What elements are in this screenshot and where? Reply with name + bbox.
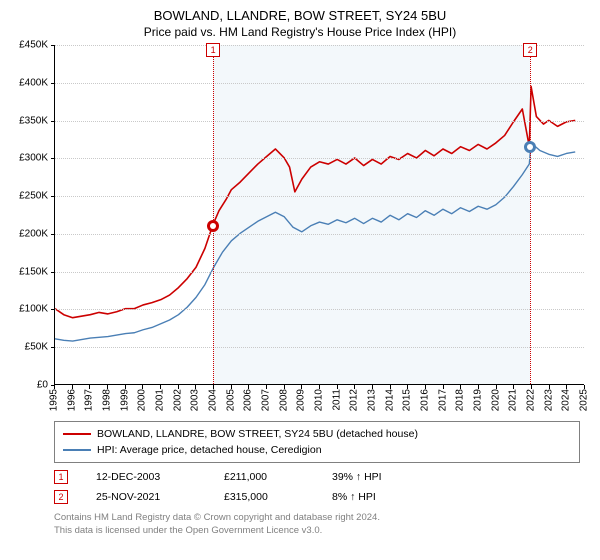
y-gridline <box>55 309 584 310</box>
markers-table: 1 12-DEC-2003 £211,000 39% ↑ HPI 2 25-NOV-202… <box>54 467 580 507</box>
legend-row: HPI: Average price, detached house, Cere… <box>63 442 571 458</box>
y-tick-mark <box>51 309 55 310</box>
marker-table-row: 2 25-NOV-2021 £315,000 8% ↑ HPI <box>54 487 580 507</box>
legend: BOWLAND, LLANDRE, BOW STREET, SY24 5BU (… <box>54 421 580 463</box>
x-tick-label: 2023 <box>543 389 554 411</box>
chart-container: BOWLAND, LLANDRE, BOW STREET, SY24 5BU P… <box>0 0 600 560</box>
x-tick-label: 2012 <box>349 389 360 411</box>
marker-table-date: 25-NOV-2021 <box>96 487 196 507</box>
y-gridline <box>55 121 584 122</box>
x-tick-label: 2013 <box>367 389 378 411</box>
y-gridline <box>55 234 584 235</box>
y-tick-label: £100K <box>19 304 48 315</box>
x-tick-label: 2015 <box>402 389 413 411</box>
marker-table-row: 1 12-DEC-2003 £211,000 39% ↑ HPI <box>54 467 580 487</box>
x-tick-label: 2019 <box>473 389 484 411</box>
footnote: Contains HM Land Registry data © Crown c… <box>54 511 580 537</box>
x-tick-label: 2016 <box>420 389 431 411</box>
y-axis: £0£50K£100K£150K£200K£250K£300K£350K£400… <box>10 45 52 385</box>
x-tick-label: 2001 <box>155 389 166 411</box>
x-tick-label: 2017 <box>437 389 448 411</box>
y-gridline <box>55 158 584 159</box>
line-series-svg <box>55 45 584 384</box>
x-tick-label: 2010 <box>314 389 325 411</box>
legend-label: BOWLAND, LLANDRE, BOW STREET, SY24 5BU (… <box>97 426 418 442</box>
marker-dot <box>524 141 536 153</box>
x-tick-label: 1997 <box>84 389 95 411</box>
marker-table-pct: 8% ↑ HPI <box>332 487 422 507</box>
series-hpi <box>55 143 575 341</box>
title-block: BOWLAND, LLANDRE, BOW STREET, SY24 5BU P… <box>10 8 590 39</box>
footnote-line1: Contains HM Land Registry data © Crown c… <box>54 511 580 524</box>
title-line2: Price paid vs. HM Land Registry's House … <box>10 25 590 39</box>
x-tick-label: 2024 <box>561 389 572 411</box>
x-tick-label: 2025 <box>579 389 590 411</box>
legend-label: HPI: Average price, detached house, Cere… <box>97 442 322 458</box>
y-tick-mark <box>51 347 55 348</box>
x-tick-label: 2003 <box>190 389 201 411</box>
plot-area: 12 <box>54 45 584 385</box>
x-tick-label: 2014 <box>384 389 395 411</box>
y-tick-label: £400K <box>19 77 48 88</box>
y-gridline <box>55 272 584 273</box>
x-tick-label: 2021 <box>508 389 519 411</box>
y-tick-label: £50K <box>25 342 48 353</box>
marker-table-badge: 2 <box>54 490 68 504</box>
legend-swatch <box>63 449 91 451</box>
marker-badge: 2 <box>523 43 537 57</box>
marker-table-date: 12-DEC-2003 <box>96 467 196 487</box>
x-tick-label: 1996 <box>66 389 77 411</box>
y-tick-label: £350K <box>19 115 48 126</box>
y-tick-mark <box>51 45 55 46</box>
marker-table-badge: 1 <box>54 470 68 484</box>
y-gridline <box>55 45 584 46</box>
title-line1: BOWLAND, LLANDRE, BOW STREET, SY24 5BU <box>10 8 590 23</box>
x-tick-label: 1999 <box>119 389 130 411</box>
y-tick-mark <box>51 121 55 122</box>
x-tick-label: 1995 <box>49 389 60 411</box>
y-gridline <box>55 83 584 84</box>
y-tick-label: £250K <box>19 191 48 202</box>
footnote-line2: This data is licensed under the Open Gov… <box>54 524 580 537</box>
x-axis: 1995199619971998199920002001200220032004… <box>54 385 584 415</box>
x-tick-label: 2022 <box>526 389 537 411</box>
y-tick-mark <box>51 158 55 159</box>
marker-dot <box>207 220 219 232</box>
marker-vline <box>530 45 531 384</box>
marker-table-price: £211,000 <box>224 467 304 487</box>
marker-vline <box>213 45 214 384</box>
marker-table-pct: 39% ↑ HPI <box>332 467 422 487</box>
x-tick-label: 2011 <box>331 389 342 411</box>
x-tick-label: 2020 <box>490 389 501 411</box>
marker-badge: 1 <box>206 43 220 57</box>
marker-table-price: £315,000 <box>224 487 304 507</box>
x-tick-label: 2005 <box>225 389 236 411</box>
y-tick-mark <box>51 272 55 273</box>
y-gridline <box>55 347 584 348</box>
y-gridline <box>55 196 584 197</box>
x-tick-label: 2000 <box>137 389 148 411</box>
x-tick-label: 2009 <box>296 389 307 411</box>
x-tick-label: 2008 <box>278 389 289 411</box>
chart-area: £0 £50K £100K £150K £200K £250K £300K £350K £400… <box>10 45 590 415</box>
x-tick-label: 2004 <box>208 389 219 411</box>
y-tick-label: £150K <box>19 266 48 277</box>
x-tick-label: 2018 <box>455 389 466 411</box>
y-tick-mark <box>51 234 55 235</box>
x-tick-label: 1998 <box>102 389 113 411</box>
y-tick-mark <box>51 83 55 84</box>
legend-row: BOWLAND, LLANDRE, BOW STREET, SY24 5BU (… <box>63 426 571 442</box>
y-tick-label: £300K <box>19 153 48 164</box>
x-tick-label: 2002 <box>172 389 183 411</box>
y-tick-mark <box>51 196 55 197</box>
x-tick-label: 2006 <box>243 389 254 411</box>
x-tick-label: 2007 <box>261 389 272 411</box>
y-tick-label: £200K <box>19 228 48 239</box>
y-tick-label: £0 <box>37 380 48 391</box>
legend-swatch <box>63 433 91 435</box>
y-tick-label: £450K <box>19 40 48 51</box>
